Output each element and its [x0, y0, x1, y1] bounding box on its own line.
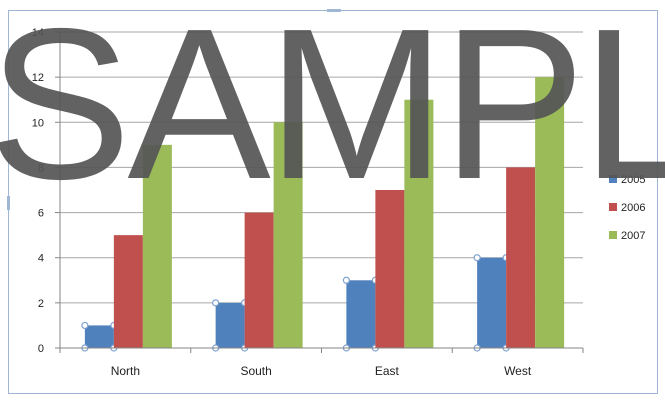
bar-2006-south[interactable] [244, 212, 274, 348]
bar-2007-east[interactable] [404, 99, 434, 348]
legend[interactable]: 2005 2006 2007 [609, 174, 645, 242]
x-tick-label: West [504, 364, 532, 378]
bar-2005-south[interactable] [215, 302, 245, 348]
bar-2007-west[interactable] [535, 77, 565, 349]
bar-2005-east[interactable] [346, 280, 376, 348]
x-tick-label: South [240, 364, 271, 378]
bar-2005-north[interactable] [84, 325, 114, 348]
bars [81, 77, 565, 352]
legend-label-2005: 2005 [621, 174, 645, 186]
y-tick-label: 0 [38, 343, 44, 355]
frame-top-handle[interactable] [327, 9, 341, 12]
sample-watermark: SAMPLE [0, 0, 665, 224]
selection-handle[interactable] [81, 321, 89, 330]
y-axis-tick-labels: 0 2 4 6 8 10 12 14 [32, 27, 44, 355]
y-tick-label: 10 [32, 117, 44, 129]
bar-2007-north[interactable] [142, 144, 172, 348]
y-tick-label: 6 [38, 208, 44, 220]
y-tick-label: 12 [32, 72, 44, 84]
legend-swatch-2007 [609, 231, 617, 239]
bar-2006-east[interactable] [375, 190, 405, 348]
y-tick-label: 14 [32, 27, 44, 39]
bar-2006-north[interactable] [113, 235, 143, 348]
frame-left-handle[interactable] [7, 196, 10, 210]
selection-handle[interactable] [342, 276, 350, 284]
bar-2005-west[interactable] [477, 257, 507, 348]
bar-2006-west[interactable] [506, 167, 536, 348]
legend-swatch-2006 [609, 203, 617, 211]
y-tick-label: 2 [38, 298, 44, 310]
x-axis-tick-labels: North South East West [111, 364, 532, 378]
axes [59, 32, 584, 353]
x-tick-label: East [375, 364, 400, 378]
y-tick-label: 4 [38, 253, 44, 265]
legend-swatch-2005 [609, 175, 617, 183]
y-tick-label: 8 [38, 162, 44, 174]
legend-label-2006: 2006 [621, 202, 645, 214]
legend-label-2007: 2007 [621, 230, 645, 242]
selection-handle[interactable] [473, 254, 481, 262]
bar-2007-south[interactable] [273, 122, 303, 349]
selection-handle[interactable] [212, 299, 220, 307]
x-tick-label: North [111, 364, 140, 378]
